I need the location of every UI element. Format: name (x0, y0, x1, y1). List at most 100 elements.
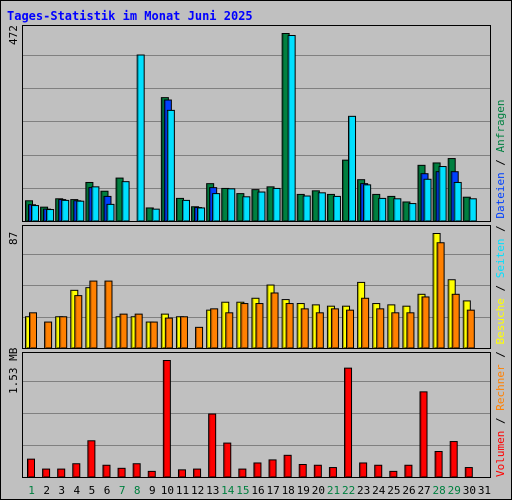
bar-seiten-day-18 (287, 34, 296, 222)
x-tick-label-day-24: 24 (372, 484, 386, 497)
x-tick-label-day-22: 22 (342, 484, 355, 497)
bar-volumen-day-9 (147, 470, 156, 478)
bar-rechner-day-6 (104, 280, 113, 349)
bar-rechner-day-4 (74, 295, 83, 349)
bar-seiten-day-28 (438, 166, 447, 222)
bar-rechner-day-11 (179, 316, 188, 349)
bar-seiten-day-3 (61, 199, 70, 222)
x-tick-label-day-11: 11 (176, 484, 189, 497)
bar-seiten-day-11 (181, 199, 190, 222)
bar-seiten-day-29 (453, 181, 462, 222)
side-legend: Volumen / Rechner / Besuche / Seiten / D… (494, 99, 507, 477)
y-max-label-hits: 472 (7, 25, 20, 45)
bar-seiten-day-6 (106, 203, 115, 222)
bar-rechner-day-5 (89, 280, 98, 349)
bar-volumen-day-23 (359, 462, 368, 478)
bar-volumen-day-14 (223, 442, 232, 478)
bar-seiten-day-5 (91, 186, 100, 222)
x-tick-label-day-3: 3 (58, 484, 65, 497)
bar-volumen-day-21 (328, 467, 337, 478)
bar-volumen-day-24 (374, 464, 383, 478)
bar-seiten-day-17 (272, 187, 281, 222)
chart-title: Tages-Statistik im Monat Juni 2025 (7, 9, 253, 23)
bar-rechner-day-7 (119, 313, 128, 349)
bar-seiten-day-14 (227, 188, 236, 222)
bar-volumen-day-4 (72, 463, 81, 478)
x-tick-label-day-16: 16 (251, 484, 264, 497)
bar-seiten-day-2 (46, 209, 55, 222)
x-tick-label-day-4: 4 (74, 484, 81, 497)
bar-seiten-day-9 (151, 208, 160, 222)
bar-rechner-day-15 (240, 303, 249, 349)
bar-seiten-day-23 (363, 184, 372, 222)
x-tick-label-day-1: 1 (28, 484, 35, 497)
bar-volumen-day-5 (87, 440, 96, 478)
y-axis-max-labels: 472 87 1.53 MB (7, 25, 20, 394)
bar-rechner-day-24 (376, 308, 385, 349)
x-tick-label-day-29: 29 (448, 484, 461, 497)
bar-rechner-day-23 (361, 297, 370, 349)
bar-rechner-day-3 (59, 316, 68, 349)
x-tick-label-day-5: 5 (89, 484, 96, 497)
bar-volumen-day-29 (449, 441, 458, 478)
bar-rechner-day-8 (134, 313, 143, 349)
bar-seiten-day-24 (378, 197, 387, 222)
bar-seiten-day-12 (197, 207, 206, 222)
bar-rechner-day-22 (346, 309, 355, 349)
legend-separator: / (494, 219, 507, 239)
x-tick-label-day-23: 23 (357, 484, 370, 497)
bar-volumen-day-10 (162, 360, 171, 478)
bar-seiten-day-27 (423, 178, 432, 222)
legend-separator: / (494, 345, 507, 365)
bar-volumen-day-25 (389, 470, 398, 478)
bar-rechner-day-19 (300, 308, 309, 349)
x-tick-label-day-14: 14 (221, 484, 235, 497)
bar-volumen-day-27 (419, 391, 428, 478)
x-tick-label-day-2: 2 (43, 484, 50, 497)
bar-rechner-day-25 (391, 312, 400, 349)
bar-volumen-day-16 (253, 462, 262, 478)
bar-rechner-day-2 (44, 321, 53, 349)
legend-separator: / (494, 411, 507, 431)
bar-rechner-day-20 (315, 312, 324, 349)
legend-label-rechner: Rechner (494, 364, 507, 411)
bar-seiten-day-7 (121, 181, 130, 222)
x-tick-label-day-10: 10 (161, 484, 174, 497)
bar-rechner-day-12 (195, 326, 204, 349)
x-tick-label-day-19: 19 (297, 484, 310, 497)
x-tick-label-day-15: 15 (236, 484, 249, 497)
legend-label-anfragen: Anfragen (494, 99, 507, 152)
x-tick-label-day-18: 18 (282, 484, 295, 497)
bar-volumen-day-13 (208, 413, 217, 478)
bar-rechner-day-26 (406, 312, 415, 349)
legend-label-besuche: Besuche (494, 298, 507, 344)
legend-separator: / (494, 152, 507, 172)
x-tick-label-day-13: 13 (206, 484, 219, 497)
bar-volumen-day-1 (27, 458, 35, 478)
bar-rechner-day-16 (255, 303, 264, 349)
bar-seiten-day-21 (332, 195, 341, 222)
bar-rechner-day-29 (451, 293, 460, 349)
bar-rechner-day-30 (466, 309, 475, 349)
bar-volumen-day-28 (434, 451, 443, 478)
x-tick-label-day-26: 26 (402, 484, 415, 497)
bar-volumen-day-19 (298, 464, 307, 478)
bar-volumen-day-17 (268, 459, 277, 478)
bar-rechner-day-13 (210, 308, 219, 349)
bar-marks (25, 33, 477, 478)
bar-rechner-day-10 (164, 317, 173, 349)
panel-volume-background (22, 352, 491, 478)
bar-seiten-day-20 (317, 192, 326, 222)
bar-seiten-day-26 (408, 203, 417, 222)
bar-volumen-day-15 (238, 468, 247, 478)
bar-rechner-day-28 (436, 242, 445, 349)
x-tick-label-day-31: 31 (478, 484, 491, 497)
bar-volumen-day-7 (117, 467, 126, 478)
x-tick-label-day-8: 8 (134, 484, 141, 497)
bar-rechner-day-17 (270, 292, 279, 349)
legend-label-seiten: Seiten (494, 239, 507, 279)
bar-volumen-day-18 (283, 454, 292, 478)
bar-seiten-day-13 (212, 193, 221, 222)
bar-volumen-day-6 (102, 464, 111, 478)
